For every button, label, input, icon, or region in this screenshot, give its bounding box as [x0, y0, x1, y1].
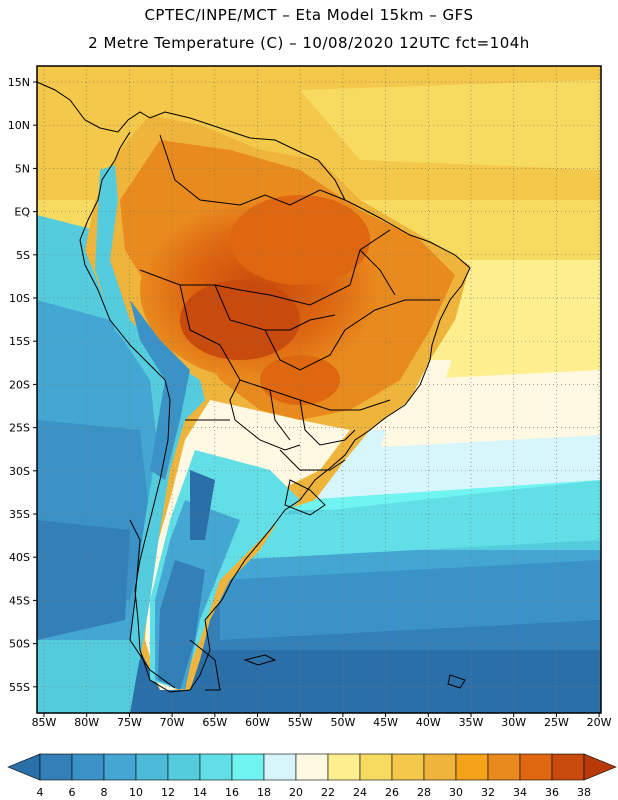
latitude-labels: 15N 10N 5N EQ 5S 10S 15S 20S 25S 30S 35S 40S 45S 50S 5…: [8, 76, 37, 694]
latitude-label: 45S: [9, 594, 30, 607]
color-scale-swatch: [327, 753, 361, 781]
color-scale-swatch: [391, 753, 425, 781]
color-scale-swatch: [519, 753, 553, 781]
color-scale-swatch: [455, 753, 489, 781]
color-scale-value: 26: [385, 786, 399, 799]
longitude-label: 55W: [288, 716, 313, 729]
latitude-label: 5S: [16, 249, 30, 262]
latitude-label: 25S: [9, 422, 30, 435]
longitude-label: 20W: [587, 716, 612, 729]
color-scale-value: 24: [353, 786, 367, 799]
color-scale-swatch: [359, 753, 393, 781]
color-scale-value: 4: [37, 786, 44, 799]
color-scale-swatch: [423, 753, 457, 781]
color-scale-value: 6: [69, 786, 76, 799]
color-scale-swatch: [71, 753, 105, 781]
color-scale-value: 8: [101, 786, 108, 799]
color-scale-value: 38: [577, 786, 591, 799]
map-title-line-2: 2 Metre Temperature (C) – 10/08/2020 12U…: [88, 34, 530, 52]
color-scale-value: 12: [161, 786, 175, 799]
longitude-label: 70W: [160, 716, 185, 729]
color-scale-value: 36: [545, 786, 559, 799]
latitude-label: 10N: [8, 119, 30, 132]
coastlines: [36, 81, 471, 693]
latitude-label: 30S: [9, 465, 30, 478]
color-scale-swatch: [39, 753, 73, 781]
latitude-label: 15S: [9, 335, 30, 348]
color-scale-bar: [7, 753, 617, 781]
color-scale-labels: 4 6 8 10 12 14 16 18 20 22 24 26 28 30 32 34 36 38: [37, 786, 592, 799]
longitude-label: 65W: [202, 716, 227, 729]
color-scale-value: 32: [481, 786, 495, 799]
longitude-label: 30W: [501, 716, 526, 729]
color-scale-value: 22: [321, 786, 335, 799]
longitude-label: 35W: [459, 716, 484, 729]
color-scale-swatch: [199, 753, 233, 781]
latitude-label: 20S: [9, 378, 30, 391]
color-scale-value: 16: [225, 786, 239, 799]
latitude-label: 50S: [9, 638, 30, 651]
color-scale-value: 20: [289, 786, 303, 799]
temperature-field: [37, 66, 601, 713]
longitude-label: 40W: [416, 716, 441, 729]
longitude-label: 50W: [330, 716, 355, 729]
latitude-label: 55S: [9, 681, 30, 694]
latitude-label: 35S: [9, 508, 30, 521]
longitude-label: 25W: [544, 716, 569, 729]
latitude-label: 15N: [8, 76, 30, 89]
color-scale-arrow-high: [583, 753, 617, 781]
longitude-label: 45W: [373, 716, 398, 729]
color-scale-value: 14: [193, 786, 207, 799]
color-scale-arrow-low: [7, 753, 41, 781]
latitude-label: 40S: [9, 551, 30, 564]
color-scale-swatch: [135, 753, 169, 781]
color-scale-swatch: [263, 753, 297, 781]
color-scale-swatch: [167, 753, 201, 781]
longitude-label: 75W: [117, 716, 142, 729]
color-scale-swatch: [295, 753, 329, 781]
longitude-labels: 85W 80W 75W 70W 65W 60W 55W 50W 45W 40W 35W 30W 25W 2…: [32, 713, 612, 729]
color-scale-value: 34: [513, 786, 527, 799]
color-scale-swatch: [103, 753, 137, 781]
color-scale-value: 30: [449, 786, 463, 799]
color-scale-value: 18: [257, 786, 271, 799]
latitude-label: EQ: [14, 206, 30, 219]
map-frame: [36, 65, 602, 714]
color-scale-swatch: [551, 753, 585, 781]
map-title-line-1: CPTEC/INPE/MCT – Eta Model 15km – GFS: [144, 6, 474, 24]
latitude-label: 10S: [9, 292, 30, 305]
color-scale-swatch: [231, 753, 265, 781]
longitude-label: 60W: [245, 716, 270, 729]
longitude-label: 85W: [32, 716, 57, 729]
color-scale-value: 10: [129, 786, 143, 799]
latitude-label: 5N: [15, 162, 30, 175]
color-scale-swatch: [487, 753, 521, 781]
longitude-label: 80W: [74, 716, 99, 729]
color-scale-value: 28: [417, 786, 431, 799]
